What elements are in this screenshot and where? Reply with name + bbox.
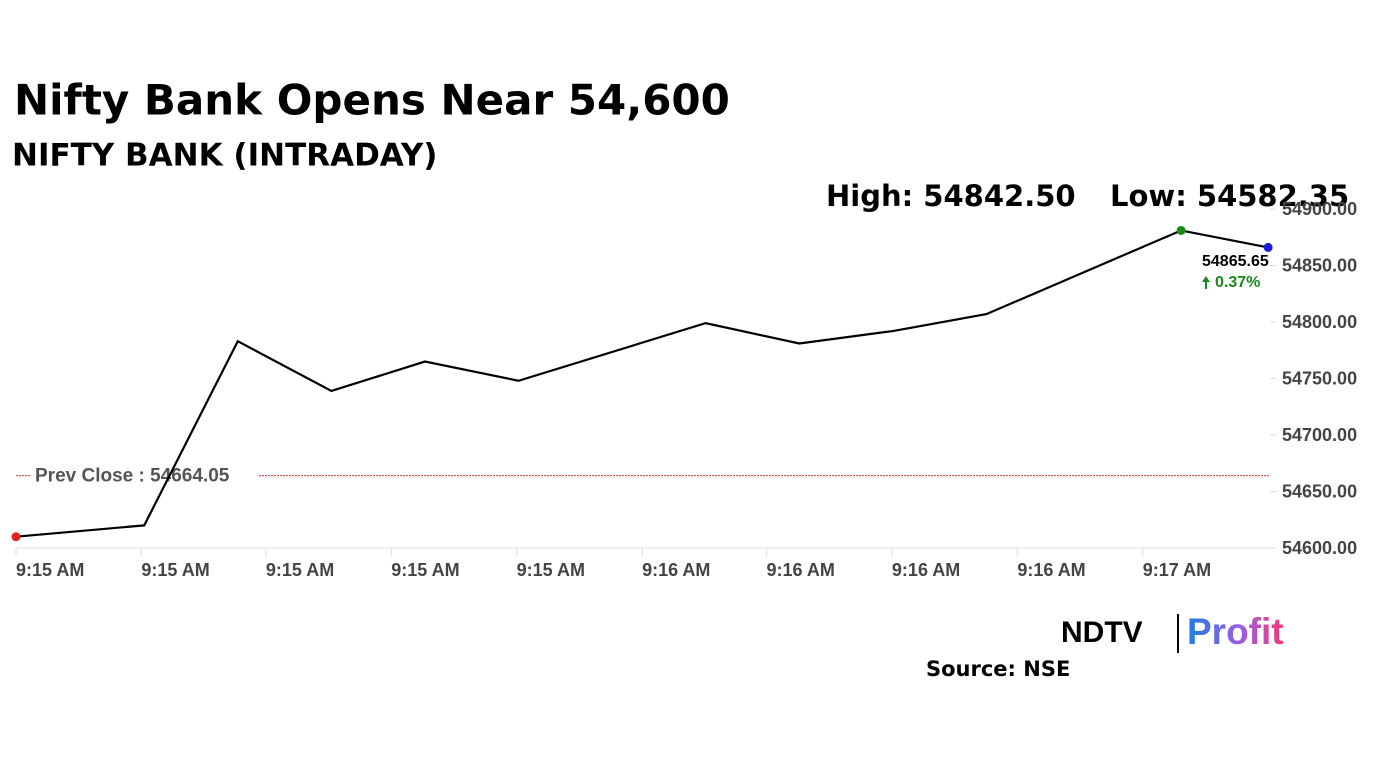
x-tick-label: 9:16 AM (767, 560, 835, 580)
logo-profit: Profit (1187, 611, 1284, 652)
series-line (15, 229, 1269, 538)
y-tick-label: 54850.00 (1282, 255, 1357, 275)
y-tick-label: 54600.00 (1282, 538, 1357, 558)
subtitle: NIFTY BANK (INTRADAY) (12, 138, 437, 174)
prev-close-bg (30, 463, 258, 488)
y-tick-label: 54750.00 (1282, 368, 1357, 388)
point-marker (1176, 225, 1186, 235)
prev-close-label: Prev Close : 54664.05 (35, 466, 230, 487)
change-arrow (1202, 276, 1210, 289)
y-tick-label: 54650.00 (1282, 481, 1357, 501)
x-tick-label: 9:16 AM (1017, 560, 1085, 580)
x-tick-label: 9:15 AM (266, 560, 334, 580)
source: Source: NSE (926, 657, 1070, 681)
low-label: Low: 54582.35 (1110, 179, 1349, 213)
x-tick-label: 9:16 AM (642, 560, 710, 580)
point-marker (1263, 242, 1273, 252)
x-tick-label: 9:16 AM (892, 560, 960, 580)
y-tick-label: 54900.00 (1282, 199, 1357, 219)
x-tick-label: 9:15 AM (16, 560, 84, 580)
x-tick-label: 9:15 AM (141, 560, 209, 580)
y-tick-label: 54700.00 (1282, 425, 1357, 445)
high-label: High: 54842.50 (826, 179, 1076, 213)
x-tick-label: 9:17 AM (1143, 560, 1211, 580)
x-tick-label: 9:15 AM (517, 560, 585, 580)
y-tick-label: 54800.00 (1282, 312, 1357, 332)
change-label: 0.37% (1215, 274, 1260, 291)
point-marker (11, 532, 21, 542)
logo-ndtv: NDTV (1061, 616, 1143, 649)
last-value-label: 54865.65 (1202, 253, 1269, 270)
title: Nifty Bank Opens Near 54,600 (14, 76, 730, 125)
x-tick-label: 9:15 AM (391, 560, 459, 580)
